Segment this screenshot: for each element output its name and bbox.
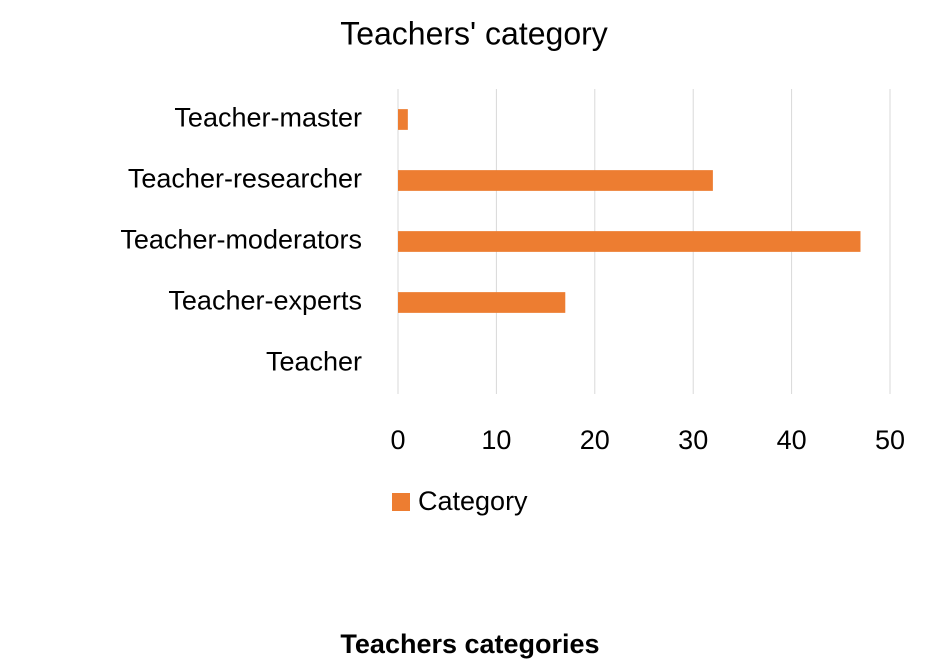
bar: [398, 231, 861, 252]
y-tick-label: Teacher-master: [174, 103, 362, 133]
x-tick-label: 0: [390, 425, 405, 455]
x-tick-label: 30: [678, 425, 708, 455]
legend-swatch: [392, 493, 410, 511]
y-tick-label: Teacher-experts: [168, 286, 362, 316]
legend-label: Category: [418, 486, 528, 516]
y-tick-label: Teacher-moderators: [120, 225, 362, 255]
y-tick-label: Teacher: [266, 347, 362, 377]
x-tick-label: 40: [777, 425, 807, 455]
chart-title: Teachers' category: [340, 15, 608, 51]
x-tick-label: 10: [481, 425, 511, 455]
bar: [398, 292, 566, 313]
x-tick-label: 20: [580, 425, 610, 455]
bar: [398, 170, 713, 191]
bar: [398, 109, 408, 130]
caption: Teachers categories: [340, 629, 599, 659]
y-tick-label: Teacher-researcher: [128, 164, 362, 194]
x-tick-label: 50: [875, 425, 905, 455]
